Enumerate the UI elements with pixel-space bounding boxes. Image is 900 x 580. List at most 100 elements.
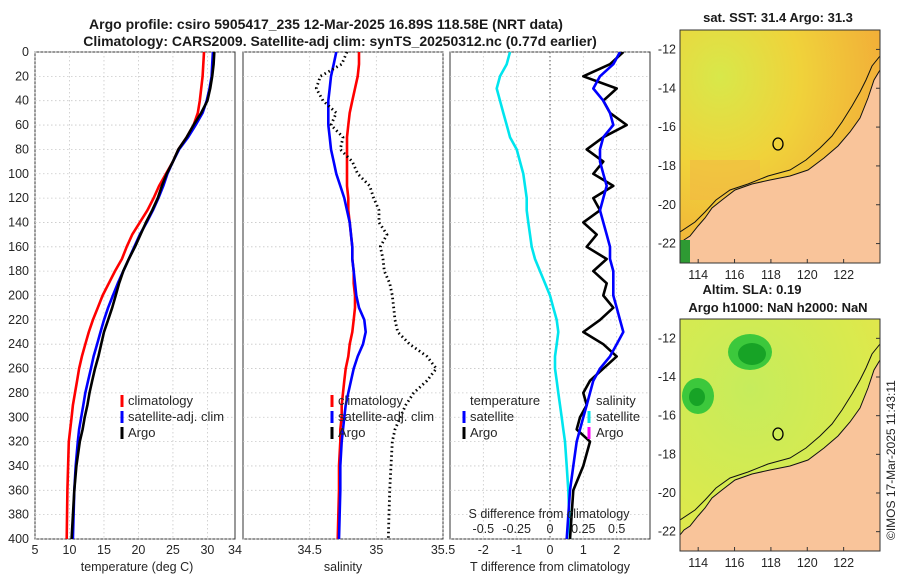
map-y-tick-label: -20 — [658, 198, 676, 212]
difference-series — [495, 52, 629, 539]
top-x-tick-label: -0.25 — [502, 522, 531, 536]
map-y-tick-label: -18 — [658, 159, 676, 173]
x-tick-label: 15 — [97, 543, 111, 557]
y-tick-label: 360 — [8, 483, 29, 497]
legend-label-argo: Argo — [338, 425, 365, 440]
map-x-tick-label: 120 — [797, 556, 818, 570]
temperature-ticks: 0 20 40 60 80 100 120 140 160 180 200 220 240 260 280 3… — [8, 45, 242, 557]
top-x-tick-label: 0 — [547, 522, 554, 536]
map-x-tick-label: 122 — [833, 556, 854, 570]
difference-ticks: -2 -1 0 1 2 -0.5 -0.25 0 0.25 0.5 — [473, 522, 626, 557]
map-x-tick-label: 118 — [761, 268, 781, 282]
sst-map-title: sat. SST: 31.4 Argo: 31.3 — [703, 10, 853, 25]
y-tick-label: 380 — [8, 508, 29, 522]
legend-label-sal-satellite: satellite — [596, 409, 640, 424]
y-tick-label: 220 — [8, 313, 29, 327]
x-tick-label: 10 — [63, 543, 77, 557]
x-tick-label: 30 — [200, 543, 214, 557]
title-line-1: Argo profile: csiro 5905417_235 12-Mar-2… — [89, 16, 563, 32]
map-y-tick-label: -18 — [658, 447, 676, 461]
legend-label-sal-argo: Argo — [596, 425, 623, 440]
sla-map-title-1: Altim. SLA: 0.19 — [703, 282, 802, 297]
y-tick-label: 240 — [8, 337, 29, 351]
y-tick-label: 140 — [8, 215, 29, 229]
difference-legend: temperature satellite Argo salinity sate… — [462, 393, 640, 440]
x-tick-label: -1 — [511, 543, 522, 557]
salinity-legend: climatology satellite-adj. clim Argo — [330, 393, 434, 440]
map-y-tick-label: -22 — [658, 237, 676, 251]
imos-watermark: ©IMOS 17-Mar-2025 11:43:11 — [884, 380, 898, 540]
map-x-tick-label: 114 — [688, 268, 708, 282]
temperature-series — [65, 52, 216, 539]
series-argo — [70, 52, 216, 539]
x-tick-label: 1 — [580, 543, 587, 557]
map-y-tick-label: -20 — [658, 486, 676, 500]
legend-label-satellite: satellite-adj. clim — [338, 409, 434, 424]
y-tick-label: 160 — [8, 240, 29, 254]
sla-map-frame — [679, 318, 881, 552]
y-tick-label: 260 — [8, 362, 29, 376]
map-y-tick-label: -14 — [658, 370, 676, 384]
x-tick-label: 35 — [369, 543, 383, 557]
sst-isobath — [680, 55, 880, 233]
sst-land — [680, 70, 880, 263]
sst-coastline — [680, 69, 880, 246]
title-line-2: Climatology: CARS2009. Satellite-adj cli… — [83, 33, 597, 49]
difference-top-xlabel: S difference from climatology — [469, 507, 631, 521]
y-tick-label: 300 — [8, 410, 29, 424]
y-tick-label: 120 — [8, 191, 29, 205]
map-x-tick-label: 116 — [725, 556, 745, 570]
sst-map — [680, 30, 880, 263]
y-tick-label: 320 — [8, 435, 29, 449]
map-x-tick-label: 122 — [833, 268, 854, 282]
x-tick-label: 2 — [613, 543, 620, 557]
legend-label-salinity: salinity — [596, 393, 636, 408]
temperature-grid — [34, 51, 235, 540]
series-salinity-satellite — [565, 52, 625, 539]
x-tick-label: 34 — [228, 543, 242, 557]
sla-isobath — [680, 343, 880, 521]
difference-xlabel: T difference from climatology — [470, 560, 631, 574]
sst-map-frame — [679, 29, 881, 264]
top-x-tick-label: 0.5 — [608, 522, 625, 536]
x-tick-label: -2 — [478, 543, 489, 557]
top-x-tick-label: -0.5 — [473, 522, 495, 536]
sst-cool-patch — [680, 240, 690, 263]
temperature-legend: climatology satellite-adj. clim Argo — [120, 393, 224, 440]
salinity-series — [314, 52, 438, 539]
y-tick-label: 400 — [8, 532, 29, 546]
sla-map-title-2: Argo h1000: NaN h2000: NaN — [688, 300, 867, 315]
y-tick-label: 100 — [8, 167, 29, 181]
legend-label-satellite: satellite-adj. clim — [128, 409, 224, 424]
x-tick-label: 5 — [32, 543, 39, 557]
series-satellite-adj-clim — [326, 52, 368, 539]
sla-map — [680, 319, 880, 551]
map-y-tick-label: -16 — [658, 409, 676, 423]
salinity-grid — [243, 51, 444, 540]
salinity-xlabel: salinity — [324, 560, 363, 574]
x-tick-label: 20 — [131, 543, 145, 557]
map-y-tick-label: -16 — [658, 120, 676, 134]
sla-high-2-core — [689, 388, 705, 406]
legend-label-temp-argo: Argo — [470, 425, 497, 440]
y-tick-label: 60 — [15, 118, 29, 132]
y-tick-label: 20 — [15, 69, 29, 83]
legend-label-temp-satellite: satellite — [470, 409, 514, 424]
sla-land — [680, 360, 880, 551]
y-tick-label: 200 — [8, 289, 29, 303]
legend-label-temperature: temperature — [470, 393, 540, 408]
sla-argo-marker — [772, 427, 784, 441]
y-tick-label: 280 — [8, 386, 29, 400]
map-y-tick-label: -22 — [658, 525, 676, 539]
sla-map-ticks: 114 116 118 120 122 -12 -14 -16 -18 -20 -22 — [658, 331, 880, 570]
y-tick-label: 340 — [8, 459, 29, 473]
sla-coastline — [680, 359, 880, 536]
legend-label-argo: Argo — [128, 425, 155, 440]
map-x-tick-label: 116 — [725, 268, 745, 282]
x-tick-label: 0 — [547, 543, 554, 557]
salinity-ticks: 34.5 35 35.5 — [297, 543, 455, 557]
map-y-tick-label: -14 — [658, 81, 676, 95]
y-tick-label: 180 — [8, 264, 29, 278]
top-x-tick-label: 0.25 — [571, 522, 595, 536]
